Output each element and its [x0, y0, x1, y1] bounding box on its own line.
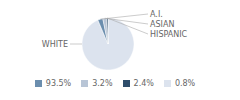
svg-text:ASIAN: ASIAN [150, 20, 174, 29]
svg-text:A.I.: A.I. [150, 10, 163, 19]
html-text:93.5%: 93.5% [45, 79, 72, 88]
html-text:0.8%: 0.8% [174, 79, 196, 88]
html-text:3.2%: 3.2% [92, 79, 113, 88]
svg-text:HISPANIC: HISPANIC [150, 30, 188, 39]
html-text:2.4%: 2.4% [133, 79, 154, 88]
svg-text:WHITE: WHITE [42, 40, 68, 49]
